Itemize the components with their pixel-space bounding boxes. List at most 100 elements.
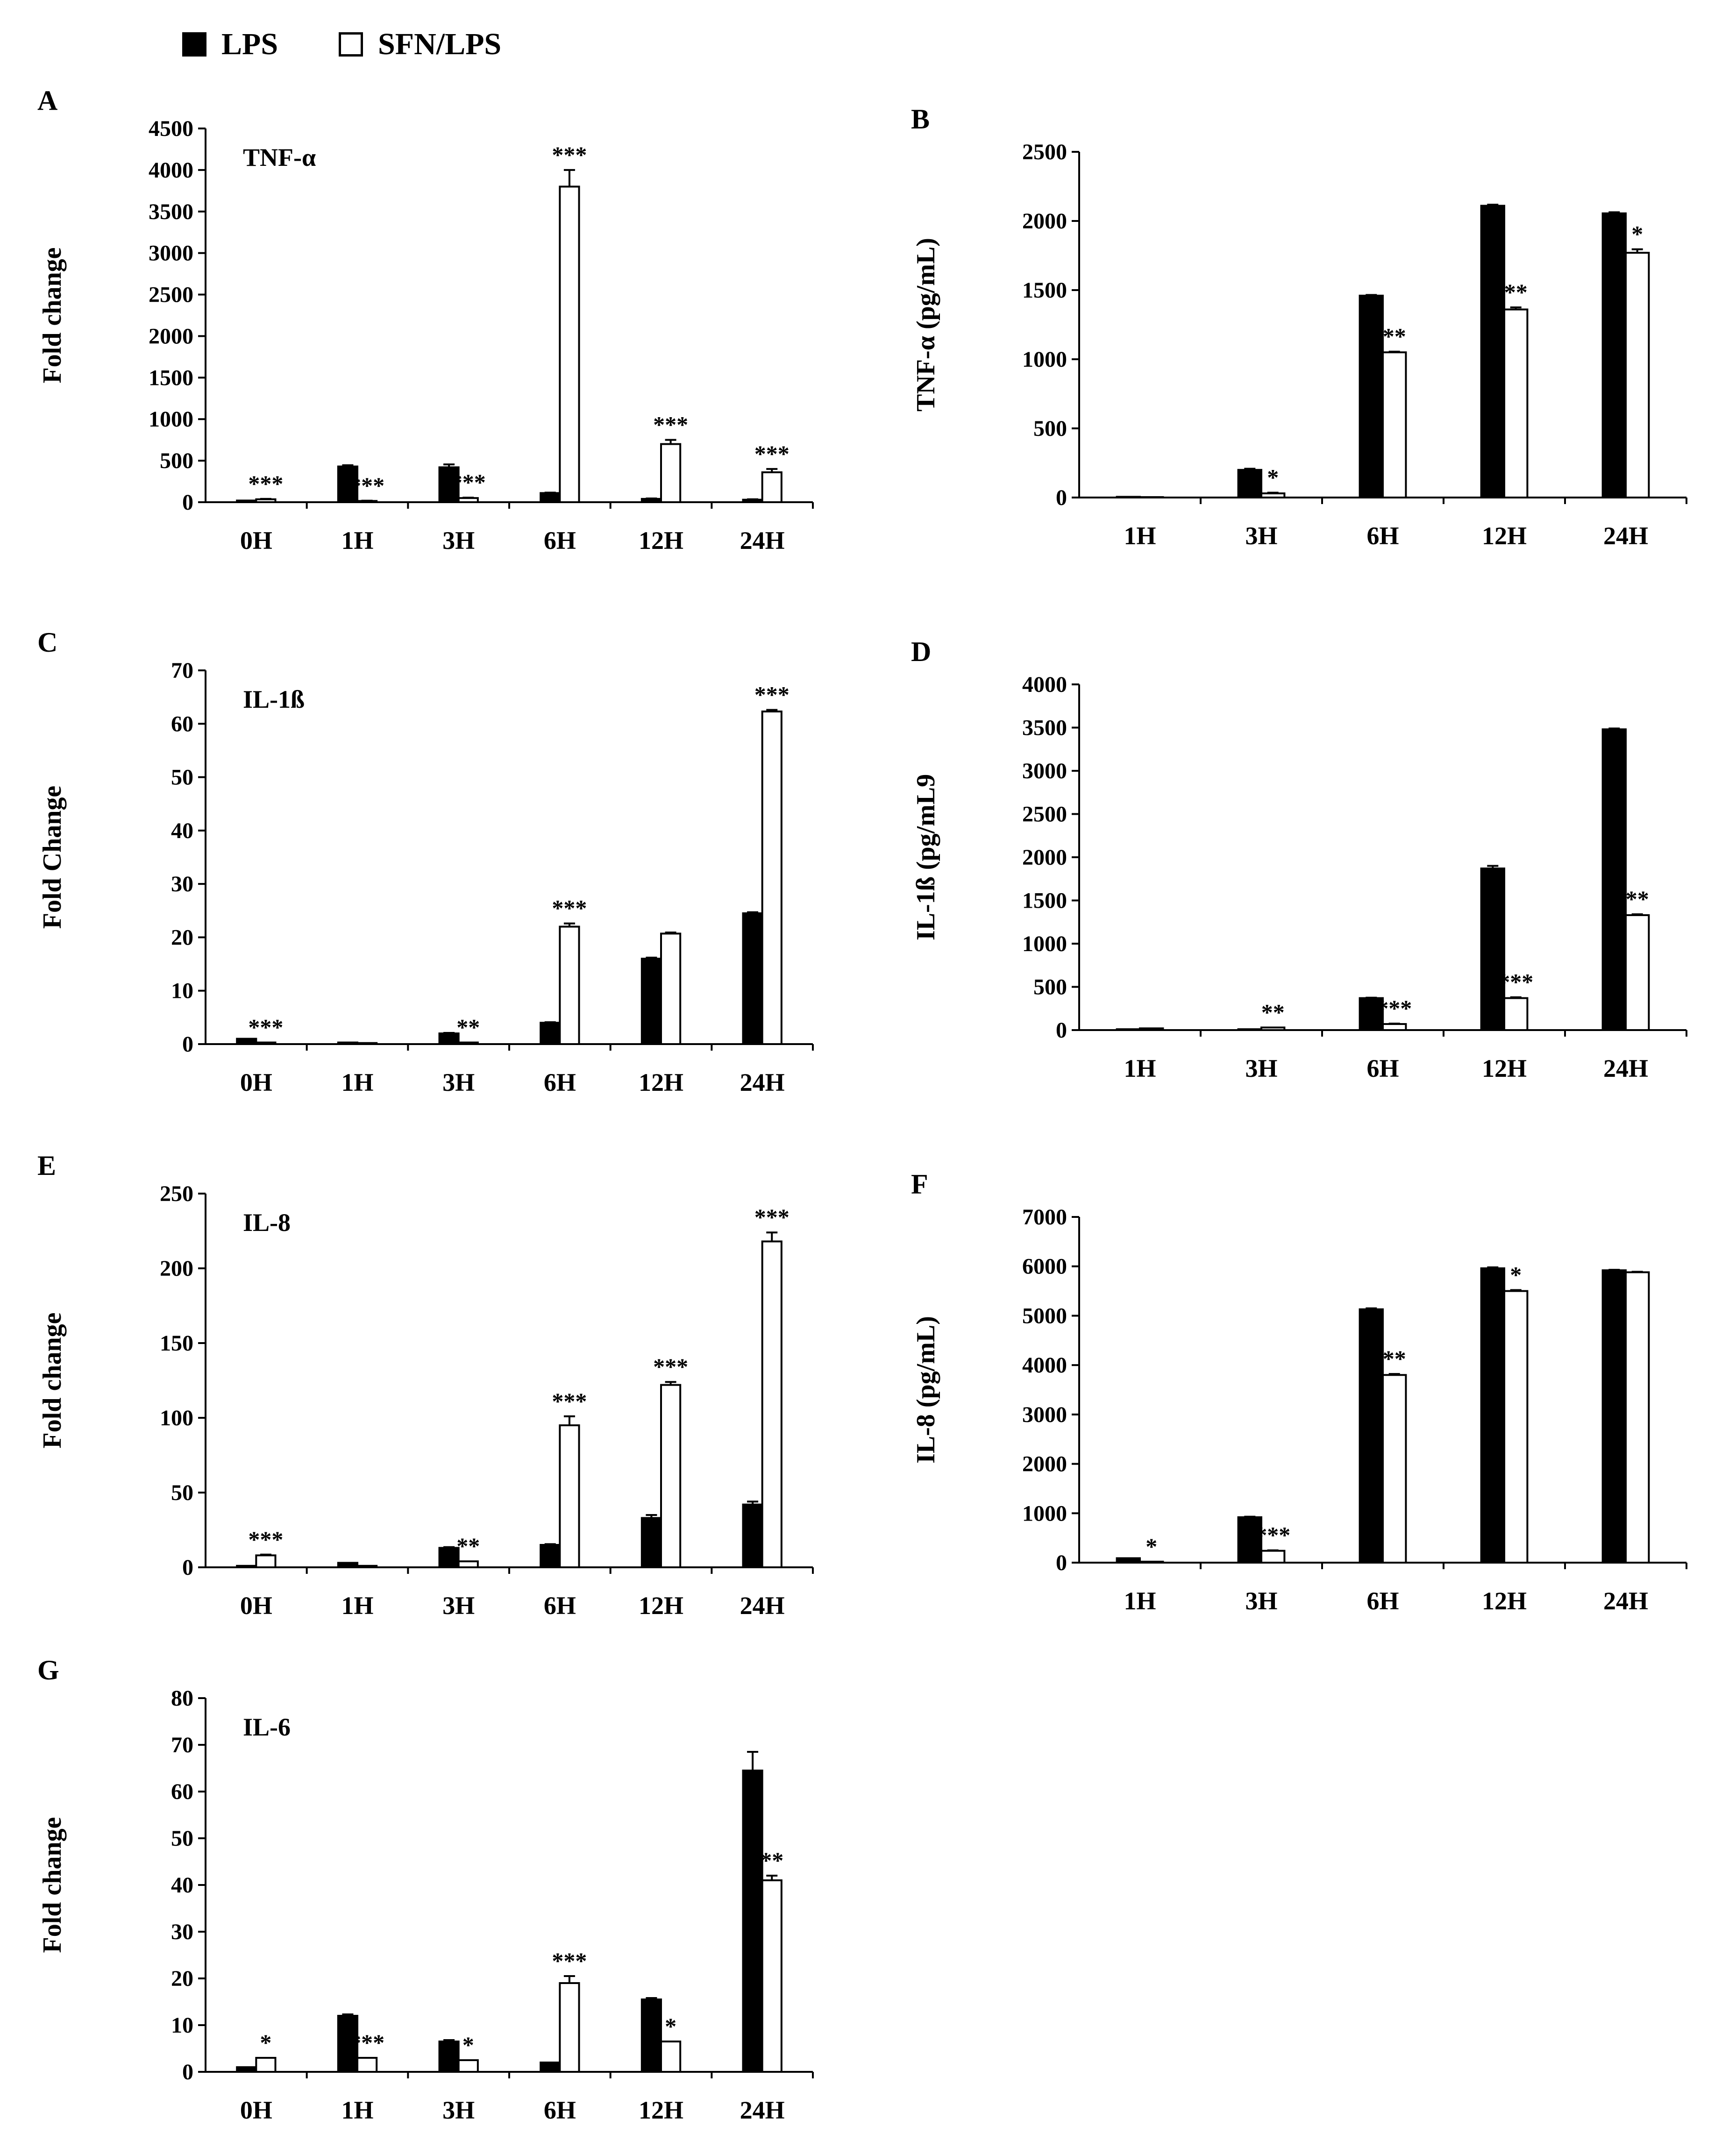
- significance-marker: **: [1383, 323, 1406, 349]
- panel-letter: F: [911, 1169, 928, 1200]
- significance-marker: *: [1631, 221, 1643, 247]
- y-tick-label: 7000: [1022, 1205, 1067, 1230]
- panel-letter: G: [37, 1655, 59, 1686]
- significance-marker: ***: [552, 142, 587, 168]
- bar-lps: [236, 1038, 257, 1045]
- significance-marker: ***: [349, 472, 384, 498]
- significance-marker: *: [665, 2013, 676, 2039]
- x-category-label: 24H: [740, 526, 785, 555]
- bar-sfn-lps: [660, 1384, 682, 1568]
- bar-lps: [1601, 212, 1627, 499]
- panel-letter: A: [37, 85, 57, 116]
- panel-d: D IL-1ß (pg/mL9 0 500 1000 1500 2000 2500 3000 35…: [897, 635, 1710, 1105]
- significance-marker: ***: [552, 895, 587, 921]
- y-tick-label: 2000: [1022, 209, 1067, 234]
- y-tick-label: 2500: [149, 283, 193, 307]
- significance-marker: ***: [248, 470, 283, 497]
- bar-sfn-lps: [1382, 1023, 1407, 1031]
- y-tick-label: 1500: [1022, 889, 1067, 913]
- y-tick-label: 30: [171, 1920, 193, 1944]
- panel-a: A TNF-α Fold change 0 500 1000 1500 2000 2500 300…: [23, 84, 855, 582]
- significance-marker: ***: [754, 441, 790, 467]
- bar-lps: [337, 1562, 358, 1569]
- bar-lps: [1359, 294, 1384, 498]
- chart-title: IL-8: [243, 1209, 291, 1237]
- bar-sfn-lps: [660, 2041, 682, 2073]
- y-axis-label: IL-8 (pg/mL): [911, 1316, 940, 1464]
- panel-letter: E: [37, 1150, 56, 1181]
- bar-lps: [438, 2041, 460, 2073]
- panel-g: G IL-6 Fold change 0 10 20 30 40 50 60 70 80 0H * 1H **…: [23, 1654, 855, 2151]
- y-tick-label: 500: [1033, 975, 1067, 1000]
- y-axis-label: Fold change: [38, 248, 67, 384]
- y-tick-label: 70: [171, 1733, 193, 1757]
- x-category-label: 24H: [740, 2096, 785, 2124]
- panel-b: B TNF-α (pg/mL) 0 500 1000 1500 2000 2500 1H 3H * 6…: [897, 103, 1710, 572]
- panel-f: F IL-8 (pg/mL) 0 1000 2000 3000 4000 5000 6000 70…: [897, 1168, 1710, 1637]
- bar-lps: [1601, 728, 1627, 1031]
- bar-lps: [1237, 469, 1262, 498]
- y-tick-label: 60: [171, 711, 193, 736]
- y-tick-label: 500: [160, 448, 193, 473]
- y-axis-label: Fold change: [38, 1817, 67, 1953]
- significance-marker: **: [456, 1533, 480, 1559]
- legend: LPS SFN/LPS: [182, 23, 562, 65]
- chart-title: IL-6: [243, 1713, 291, 1741]
- y-tick-label: 0: [1056, 1550, 1067, 1575]
- bar-lps: [438, 1032, 460, 1045]
- y-tick-label: 60: [171, 1779, 193, 1804]
- x-category-label: 12H: [1482, 1054, 1527, 1082]
- y-tick-label: 3000: [149, 241, 193, 266]
- significance-marker: ***: [248, 1014, 283, 1040]
- significance-marker: ***: [754, 1204, 790, 1230]
- bar-sfn-lps: [1503, 308, 1529, 498]
- bar-sfn-lps: [457, 1560, 479, 1569]
- y-tick-label: 4500: [149, 116, 193, 141]
- y-tick-label: 1500: [149, 365, 193, 390]
- bar-lps: [742, 1503, 763, 1568]
- significance-marker: *: [462, 2032, 474, 2058]
- bar-lps: [438, 1547, 460, 1569]
- bar-lps: [640, 1999, 662, 2073]
- significance-marker: ***: [552, 1948, 587, 1974]
- x-category-label: 6H: [1366, 522, 1399, 550]
- bar-sfn-lps: [1260, 1550, 1286, 1564]
- chart-b-tnf-conc: B TNF-α (pg/mL) 0 500 1000 1500 2000 2500 1H 3H * 6…: [911, 104, 1687, 550]
- y-tick-label: 150: [160, 1331, 193, 1356]
- x-category-label: 12H: [639, 526, 683, 555]
- bar-lps: [1116, 1028, 1141, 1031]
- bar-lps: [337, 1041, 358, 1045]
- x-category-label: 12H: [639, 1592, 683, 1620]
- y-tick-label: 3500: [149, 199, 193, 224]
- bar-sfn-lps: [1382, 1374, 1407, 1564]
- panel-letter: D: [911, 636, 931, 667]
- x-category-label: 1H: [1124, 1587, 1156, 1615]
- bar-sfn-lps: [559, 1424, 580, 1568]
- x-category-label: 24H: [740, 1592, 785, 1620]
- bar-sfn-lps: [1382, 351, 1407, 498]
- chart-title: IL-1ß: [243, 685, 305, 713]
- x-category-label: 6H: [1366, 1054, 1399, 1082]
- bar-sfn-lps: [1503, 1290, 1529, 1564]
- legend-label-lps: LPS: [221, 27, 278, 61]
- y-tick-label: 20: [171, 925, 193, 950]
- x-category-label: 3H: [442, 1592, 475, 1620]
- bar-sfn-lps: [761, 1240, 783, 1568]
- bar-sfn-lps: [255, 1041, 277, 1045]
- bar-sfn-lps: [1139, 1560, 1164, 1564]
- bar-lps: [742, 1770, 763, 2073]
- panel-e: E IL-8 Fold change 0 50 100 150 200 250 0H *** 1H 3H…: [23, 1149, 855, 1647]
- x-category-label: 0H: [240, 526, 272, 555]
- chart-e-il8-fold: E IL-8 Fold change 0 50 100 150 200 250 0H *** 1H 3H…: [37, 1150, 814, 1620]
- legend-swatch-lps: [182, 32, 206, 57]
- significance-marker: **: [760, 1847, 783, 1873]
- y-tick-label: 70: [171, 658, 193, 683]
- bar-sfn-lps: [457, 497, 479, 503]
- x-category-label: 24H: [740, 1068, 785, 1096]
- x-category-label: 12H: [639, 2096, 683, 2124]
- y-axis-label: IL-1ß (pg/mL9: [911, 774, 940, 940]
- y-tick-label: 10: [171, 2013, 193, 2038]
- x-category-label: 0H: [240, 1068, 272, 1096]
- y-axis-label: Fold change: [38, 1313, 67, 1449]
